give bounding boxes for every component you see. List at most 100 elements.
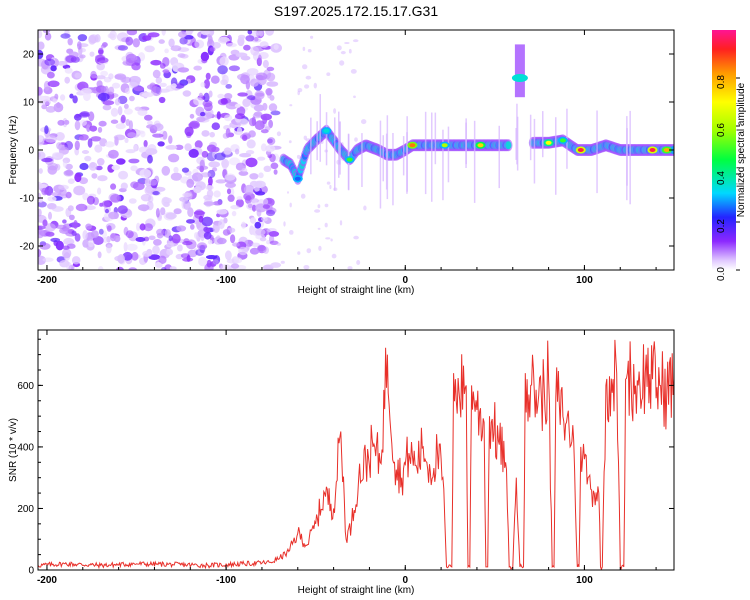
noise-blob <box>174 83 185 89</box>
noise-blob <box>253 180 266 188</box>
noise-speck <box>296 154 301 159</box>
noise-blob <box>128 267 137 270</box>
noise-blob <box>147 154 153 164</box>
noise-blob <box>131 251 139 261</box>
peak-core <box>346 157 353 162</box>
x-tick-label: 100 <box>576 275 593 286</box>
noise-speck <box>329 184 332 190</box>
noise-blob <box>207 239 213 245</box>
noise-blob <box>90 230 99 239</box>
noise-blob <box>44 223 56 232</box>
noise-speck <box>303 265 310 270</box>
noise-blob <box>50 65 57 72</box>
noise-blob <box>200 82 206 88</box>
noise-blob <box>212 259 219 265</box>
ridge-streak <box>379 120 382 209</box>
noise-blob <box>235 198 244 208</box>
noise-speck <box>325 237 331 240</box>
noise-blob <box>143 223 153 232</box>
colorbar-tick-label: 0.8 <box>716 75 727 89</box>
noise-blob <box>90 136 102 142</box>
noise-blob <box>73 185 86 196</box>
noise-blob <box>251 242 261 248</box>
noise-blob <box>209 47 216 52</box>
noise-blob <box>117 106 123 116</box>
noise-blob <box>263 198 269 205</box>
noise-blob <box>144 114 153 121</box>
noise-blob <box>225 128 231 138</box>
noise-blob <box>228 65 240 72</box>
noise-blob <box>128 158 140 164</box>
noise-blob <box>193 97 204 106</box>
noise-blob <box>72 95 78 104</box>
ridge-cell <box>505 141 512 150</box>
noise-blob <box>196 242 208 251</box>
noise-blob <box>152 133 164 138</box>
noise-blob <box>199 165 204 173</box>
noise-blob <box>201 58 208 64</box>
noise-blob <box>148 179 158 186</box>
noise-blob <box>117 45 128 51</box>
noise-speck <box>283 221 286 227</box>
noise-blob <box>225 250 232 261</box>
colorbar-tick-label: 0.2 <box>716 219 727 233</box>
noise-blob <box>165 212 177 220</box>
noise-blob <box>169 266 177 270</box>
noise-blob <box>111 82 121 89</box>
noise-blob <box>143 236 150 242</box>
noise-blob <box>212 201 223 206</box>
noise-blob <box>120 182 128 190</box>
noise-blob <box>86 195 95 205</box>
noise-blob <box>237 73 248 81</box>
noise-blob <box>143 140 148 148</box>
noise-blob <box>171 83 177 88</box>
noise-blob <box>237 92 248 97</box>
noise-blob <box>69 93 74 99</box>
noise-blob <box>97 251 102 259</box>
ridge-streak <box>406 132 408 194</box>
peak-core <box>477 143 484 148</box>
noise-blob <box>241 168 248 173</box>
noise-blob <box>95 75 106 80</box>
ridge-streak <box>465 122 467 168</box>
noise-speck <box>289 230 294 235</box>
noise-blob <box>55 132 65 141</box>
noise-blob <box>74 233 81 242</box>
noise-blob <box>92 236 104 245</box>
noise-blob <box>161 30 166 36</box>
noise-speck <box>324 222 328 228</box>
noise-blob <box>98 228 104 235</box>
isolated-body <box>511 74 528 82</box>
noise-blob <box>225 102 238 110</box>
noise-blob <box>126 30 138 36</box>
noise-blob <box>162 130 168 140</box>
noise-speck <box>276 131 281 137</box>
noise-blob <box>74 140 80 151</box>
noise-blob <box>158 96 166 104</box>
noise-blob <box>234 113 246 120</box>
noise-blob <box>38 135 44 143</box>
noise-speck <box>353 235 359 240</box>
noise-blob <box>129 95 135 102</box>
noise-blob <box>147 32 160 38</box>
noise-blob <box>226 42 237 48</box>
noise-blob <box>268 231 280 237</box>
noise-blob <box>170 45 182 52</box>
noise-blob <box>198 256 208 267</box>
snr-x-label: Height of straight line (km) <box>298 585 415 596</box>
noise-blob <box>137 109 148 116</box>
noise-blob <box>212 223 220 233</box>
noise-speck <box>297 90 301 96</box>
noise-blob <box>53 102 64 113</box>
noise-blob <box>200 51 210 62</box>
noise-blob <box>97 187 102 195</box>
noise-blob <box>60 94 66 101</box>
noise-blob <box>116 266 124 270</box>
peak-core <box>649 148 656 152</box>
noise-blob <box>44 86 51 94</box>
noise-blob <box>224 173 236 181</box>
noise-blob <box>65 191 72 199</box>
peak-core <box>663 148 670 152</box>
noise-blob <box>205 185 214 191</box>
noise-blob <box>258 30 264 37</box>
